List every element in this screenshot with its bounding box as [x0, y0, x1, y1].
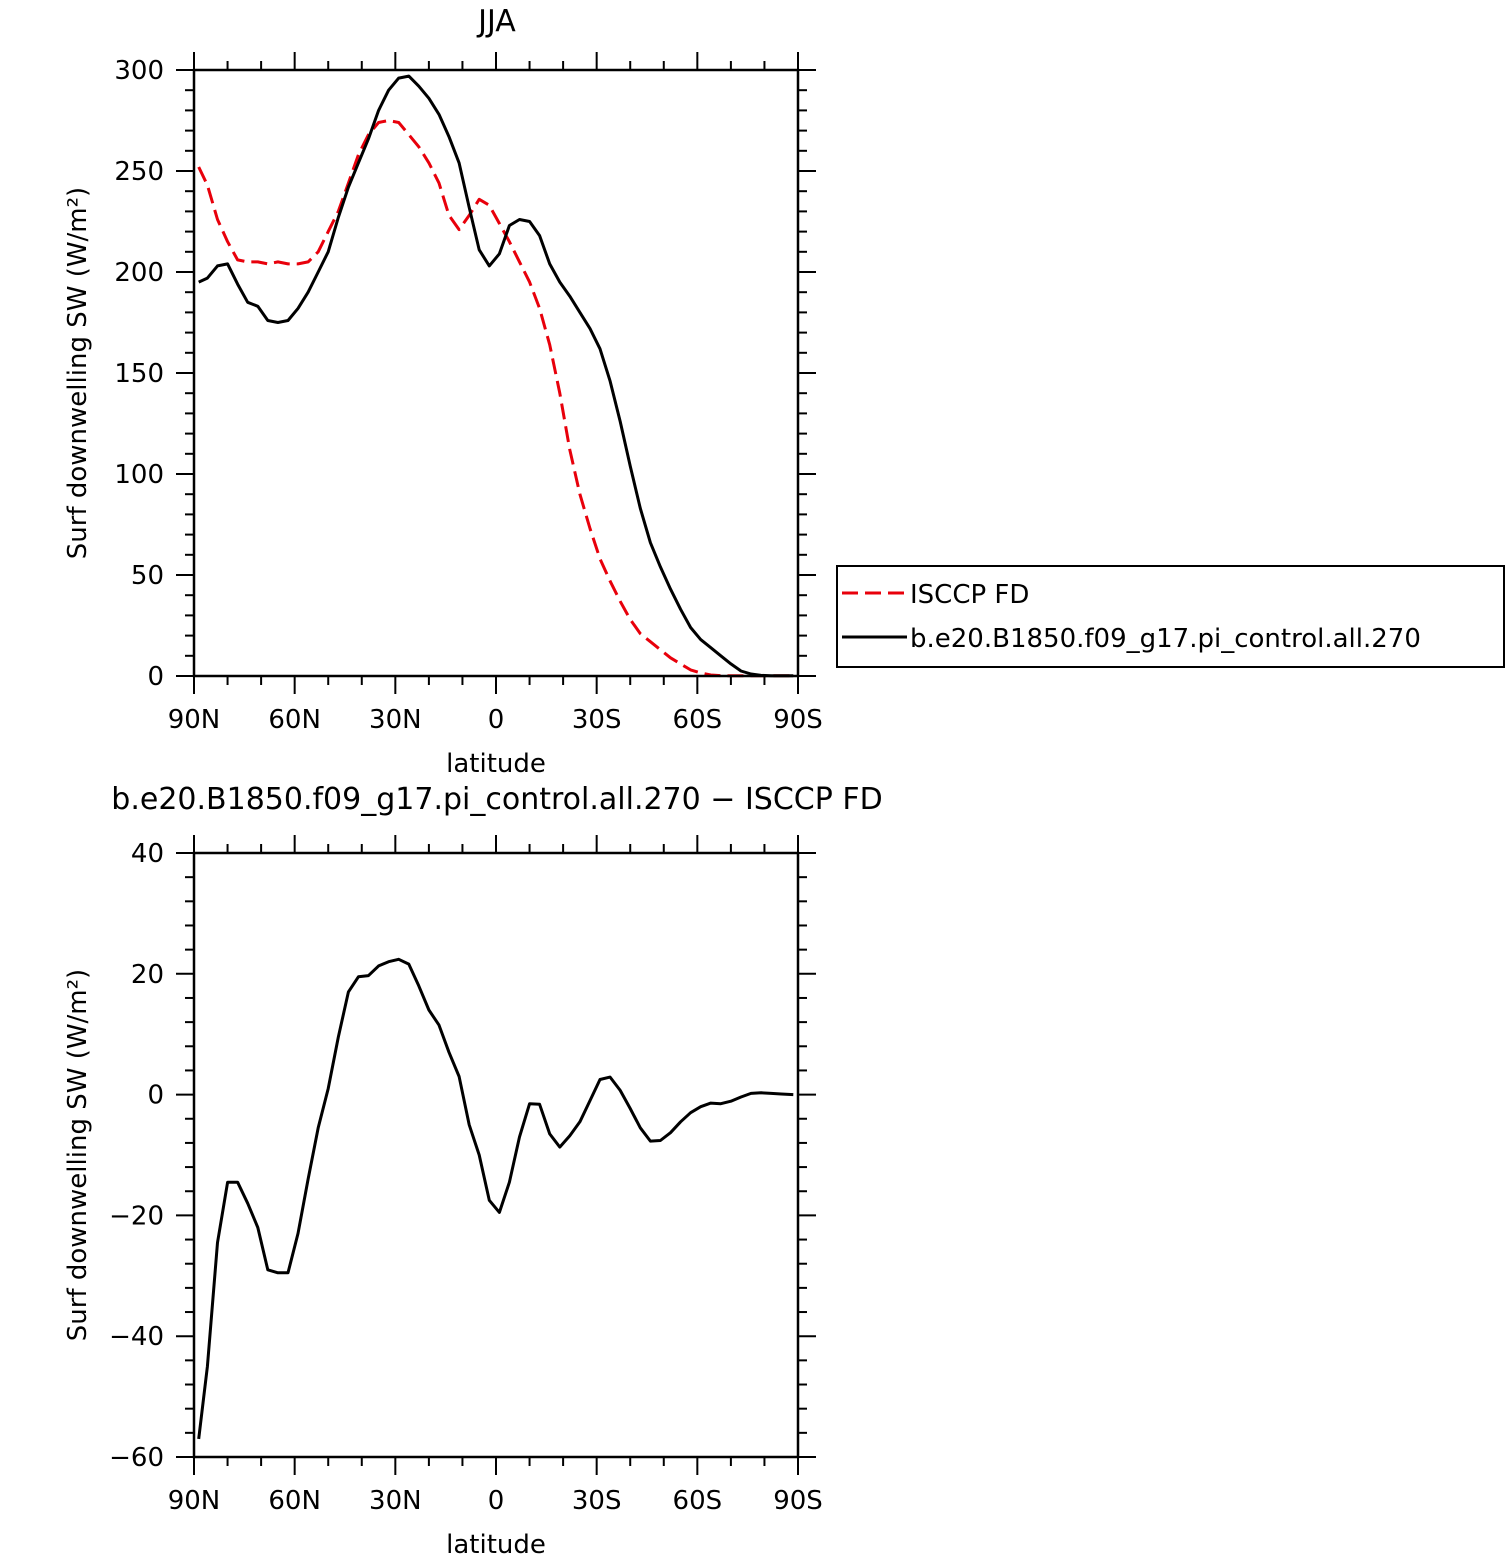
bottom-x-tick-label: 60N	[268, 1486, 321, 1516]
bottom-y-axis-title: Surf downwelling SW (W/m²)	[63, 969, 93, 1341]
panel-bottom: b.e20.B1850.f09_g17.pi_control.all.270 −…	[63, 782, 883, 1560]
bottom-x-axis-title: latitude	[446, 1530, 546, 1560]
bottom-x-tick-label: 60S	[673, 1486, 723, 1516]
bottom-x-tick-label: 30S	[572, 1486, 622, 1516]
top-plot-title: JJA	[476, 4, 516, 39]
top-plot-frame	[192, 68, 800, 678]
bottom-y-tick-label: −40	[109, 1322, 164, 1352]
bottom-series-line-0	[197, 957, 794, 1440]
top-x-tick-label: 60N	[268, 705, 321, 735]
bottom-x-tick-label: 90S	[773, 1486, 823, 1516]
top-y-axis-title: Surf downwelling SW (W/m²)	[63, 187, 93, 559]
top-x-tick-label: 60S	[673, 705, 723, 735]
bottom-y-tick-label: 40	[131, 839, 164, 869]
bottom-plot-frame	[192, 851, 800, 1459]
bottom-x-tick-label: 90N	[168, 1486, 221, 1516]
top-x-tick-label: 30N	[369, 705, 422, 735]
bottom-x-tick-label: 30N	[369, 1486, 422, 1516]
bottom-tick-labels: 90N 60N 30N 0 30S 60S 90S −60 −40 −20 0 20 40	[109, 839, 823, 1516]
legend-label-isccp: ISCCP FD	[910, 580, 1029, 610]
top-y-tick-label: 50	[131, 561, 164, 591]
bottom-plot-title: b.e20.B1850.f09_g17.pi_control.all.270 −…	[111, 782, 882, 817]
bottom-x-tick-label: 0	[488, 1486, 505, 1516]
top-y-tick-label: 300	[114, 56, 164, 86]
legend: ISCCP FD b.e20.B1850.f09_g17.pi_control.…	[836, 565, 1505, 668]
top-x-tick-label: 90S	[773, 705, 823, 735]
top-x-axis-title: latitude	[446, 749, 546, 779]
bottom-y-tick-label: −20	[109, 1201, 164, 1231]
top-y-tick-label: 250	[114, 157, 164, 187]
bottom-series-lines	[197, 957, 794, 1440]
top-x-tick-label: 0	[488, 705, 505, 735]
top-axis-ticks	[176, 52, 816, 694]
bottom-y-tick-label: 0	[147, 1081, 164, 1111]
top-y-tick-label: 200	[114, 258, 164, 288]
bottom-y-tick-label: −60	[109, 1443, 164, 1473]
top-tick-labels: 90N 60N 30N 0 30S 60S 90S 0 50 100 150 200 250 300	[114, 56, 822, 735]
panel-top: JJA 90N 60N 30N 0 30S 60S 90S 0 50 100 150 200 250 30…	[63, 4, 823, 779]
top-series-line-1	[198, 74, 794, 678]
top-x-tick-label: 30S	[572, 705, 622, 735]
top-y-tick-label: 100	[114, 460, 164, 490]
legend-label-model: b.e20.B1850.f09_g17.pi_control.all.270	[910, 624, 1421, 654]
top-x-tick-label: 90N	[168, 705, 221, 735]
top-y-tick-label: 0	[147, 662, 164, 692]
top-series-lines	[197, 74, 794, 678]
bottom-y-tick-label: 20	[131, 960, 164, 990]
top-series-line-0	[197, 119, 794, 678]
legend-box	[836, 565, 1505, 668]
top-y-tick-label: 150	[114, 359, 164, 389]
bottom-axis-ticks	[176, 835, 816, 1475]
